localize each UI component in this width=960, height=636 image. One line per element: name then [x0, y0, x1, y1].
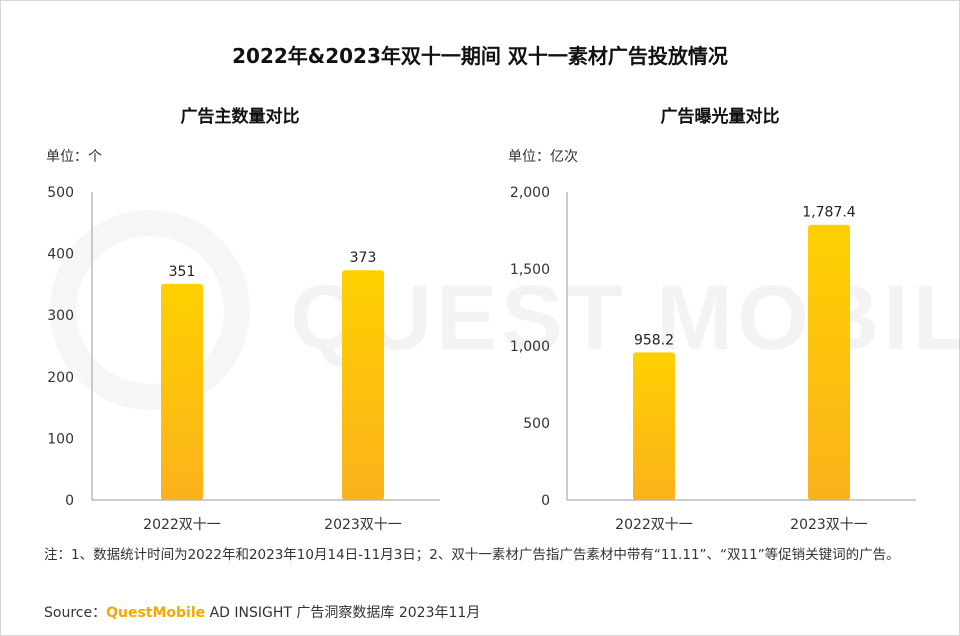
y-tick-label: 100: [47, 431, 74, 447]
y-tick-label: 1,500: [510, 262, 550, 278]
left-chart-title: 广告主数量对比: [180, 107, 300, 127]
y-tick-label: 500: [47, 185, 74, 201]
x-tick-label: 2023双十一: [790, 517, 868, 533]
page-title: 2022年&2023年双十一期间 双十一素材广告投放情况: [232, 44, 728, 68]
footnote: 注：1、数据统计时间为2022年和2023年10月14日-11月3日；2、双十一…: [44, 547, 900, 563]
x-tick-label: 2022双十一: [615, 517, 693, 533]
left-chart-unit: 单位：个: [46, 149, 102, 165]
bar: [342, 270, 384, 500]
source-brand: QuestMobile: [106, 605, 206, 621]
y-tick-label: 500: [523, 416, 550, 432]
bar: [808, 224, 850, 500]
source-line: Source：QuestMobile AD INSIGHT 广告洞察数据库 20…: [44, 602, 480, 622]
bar-value-label: 1,787.4: [802, 205, 856, 221]
bar-value-label: 373: [350, 250, 377, 266]
bar-value-label: 351: [169, 264, 196, 280]
right-chart-unit: 单位：亿次: [508, 149, 578, 165]
y-tick-label: 300: [47, 308, 74, 324]
y-tick-label: 1,000: [510, 339, 550, 355]
source-suffix: AD INSIGHT 广告洞察数据库 2023年11月: [205, 605, 481, 621]
bar-charts: 0 100 200 300 400 500 351 2022双十一 373 2023双十一 0 500…: [47, 185, 916, 533]
y-tick-label: 400: [47, 247, 74, 263]
bar: [161, 283, 203, 500]
y-tick-label: 0: [541, 493, 550, 509]
source-prefix: Source：: [44, 605, 107, 621]
x-tick-label: 2023双十一: [324, 517, 402, 533]
bar-value-label: 958.2: [634, 332, 674, 348]
bar: [633, 352, 675, 500]
y-tick-label: 2,000: [510, 185, 550, 201]
x-tick-label: 2022双十一: [143, 517, 221, 533]
y-tick-label: 200: [47, 370, 74, 386]
y-tick-label: 0: [65, 493, 74, 509]
right-chart-title: 广告曝光量对比: [660, 107, 780, 127]
